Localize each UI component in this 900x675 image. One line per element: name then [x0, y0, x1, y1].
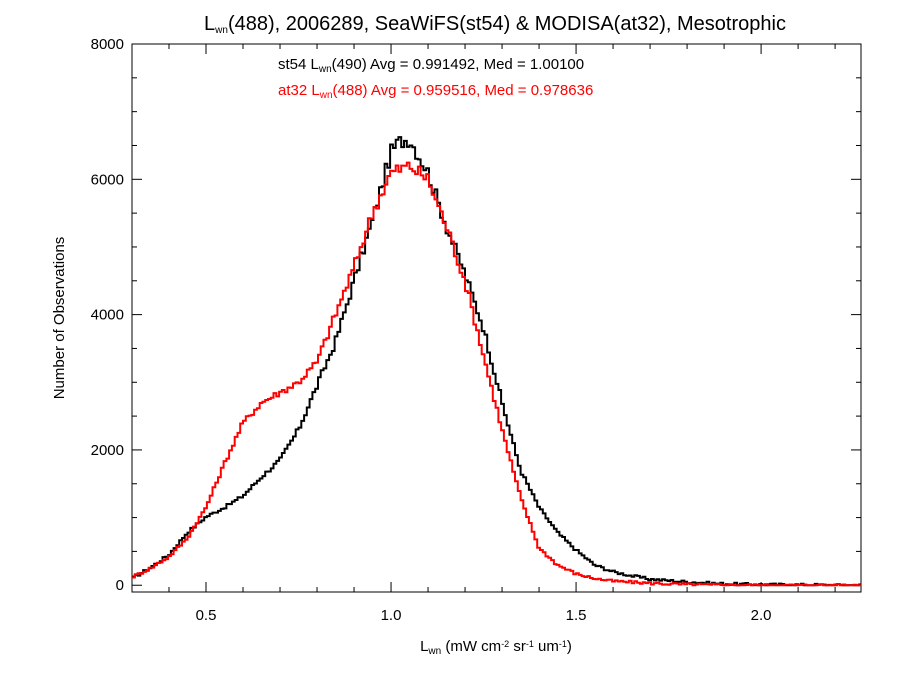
chart-title: Lwn(488), 2006289, SeaWiFS(st54) & MODIS…	[204, 13, 786, 36]
y-tick-label: 6000	[91, 171, 124, 188]
x-tick-label: 1.5	[566, 607, 587, 624]
x-axis-ticks: 0.5 1.0 1.5 2.0	[131, 44, 836, 624]
annotation-at32: at32 Lwn(488) Avg = 0.959516, Med = 0.97…	[278, 82, 593, 101]
series-layer	[132, 136, 861, 587]
annotation-st54: st54 Lwn(490) Avg = 0.991492, Med = 1.00…	[278, 56, 584, 75]
x-tick-label: 2.0	[751, 607, 772, 624]
plot-frame	[131, 43, 862, 593]
y-tick-label: 4000	[91, 307, 124, 324]
y-tick-label: 8000	[91, 36, 124, 53]
y-tick-label: 0	[116, 577, 124, 594]
y-axis-ticks: 0 2000 4000 6000 8000	[91, 36, 861, 594]
y-axis-label: Number of Observations	[51, 237, 68, 400]
x-tick-label: 1.0	[381, 607, 402, 624]
x-tick-label: 0.5	[196, 607, 217, 624]
y-tick-label: 2000	[91, 442, 124, 459]
x-axis-label: Lwn (mW cm-2 sr-1 um-1)	[420, 638, 572, 657]
series-at32-histogram	[132, 161, 861, 587]
series-st54-histogram	[132, 136, 861, 587]
